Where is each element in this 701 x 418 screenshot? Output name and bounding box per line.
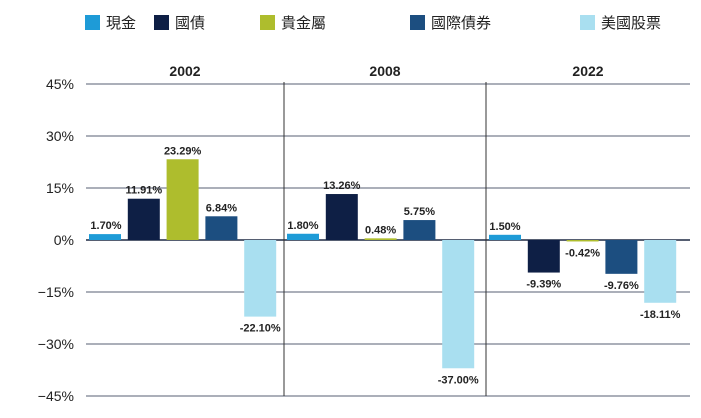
legend-item: 貴金屬 — [260, 15, 326, 32]
bar — [127, 198, 160, 240]
legend-item: 國際債券 — [410, 15, 491, 32]
y-tick-label: 45% — [46, 76, 74, 92]
y-tick-label: 15% — [46, 180, 74, 196]
y-tick-label: −45% — [38, 388, 74, 404]
legend-item: 國債 — [154, 15, 205, 32]
bar — [605, 240, 638, 274]
bars — [89, 159, 677, 369]
legend: 現金 國債 貴金屬 國際債券 美國股票 — [85, 15, 661, 32]
data-label: -9.39% — [526, 279, 561, 291]
bar — [566, 240, 599, 242]
data-label: 23.29% — [164, 145, 202, 157]
data-label: 0.48% — [365, 224, 396, 236]
bar — [403, 220, 436, 240]
legend-label: 國際債券 — [431, 15, 491, 32]
legend-label: 美國股票 — [601, 15, 661, 32]
data-labels: 1.70% 11.91% 23.29% 6.84% -22.10% 1.80% 13.26%… — [90, 145, 680, 386]
data-label: -9.76% — [604, 280, 639, 292]
bar — [89, 234, 121, 240]
data-label: -22.10% — [240, 323, 281, 335]
legend-swatch — [154, 15, 169, 30]
bar — [325, 194, 358, 240]
y-tick-label: 30% — [46, 128, 74, 144]
bar — [244, 240, 277, 317]
bar — [166, 159, 199, 240]
group-label: 2008 — [369, 63, 400, 79]
legend-label: 國債 — [175, 15, 205, 32]
data-label: 5.75% — [404, 206, 435, 218]
legend-swatch — [410, 15, 425, 30]
bar — [205, 216, 238, 240]
y-tick-label: −30% — [38, 336, 74, 352]
group-label: 2002 — [169, 63, 200, 79]
bar — [442, 240, 475, 369]
data-label: 6.84% — [206, 202, 237, 214]
y-tick-label: 0% — [54, 232, 74, 248]
legend-label: 貴金屬 — [281, 15, 326, 32]
legend-item: 現金 — [85, 15, 136, 32]
group-dividers — [283, 82, 487, 396]
y-tick-label: −15% — [38, 284, 74, 300]
data-label: -37.00% — [438, 374, 479, 386]
group-label: 2022 — [572, 63, 603, 79]
bar — [644, 240, 677, 303]
data-label: -18.11% — [640, 309, 681, 321]
y-axis-ticks: 45% 30% 15% 0% −15% −30% −45% — [38, 76, 74, 404]
data-label: 13.26% — [323, 180, 361, 192]
data-label: 1.50% — [489, 221, 520, 233]
legend-label: 現金 — [106, 15, 136, 32]
bar — [489, 234, 521, 240]
bar — [527, 240, 560, 273]
bar — [287, 233, 319, 240]
data-label: 11.91% — [125, 185, 162, 197]
legend-swatch — [260, 15, 275, 30]
bar — [364, 238, 397, 240]
group-labels: 2002 2008 2022 — [169, 63, 603, 79]
data-label: 1.70% — [90, 220, 121, 232]
legend-item: 美國股票 — [580, 15, 661, 32]
data-label: 1.80% — [287, 220, 318, 232]
data-label: -0.42% — [565, 247, 600, 259]
legend-swatch — [580, 15, 595, 30]
legend-swatch — [85, 15, 100, 30]
